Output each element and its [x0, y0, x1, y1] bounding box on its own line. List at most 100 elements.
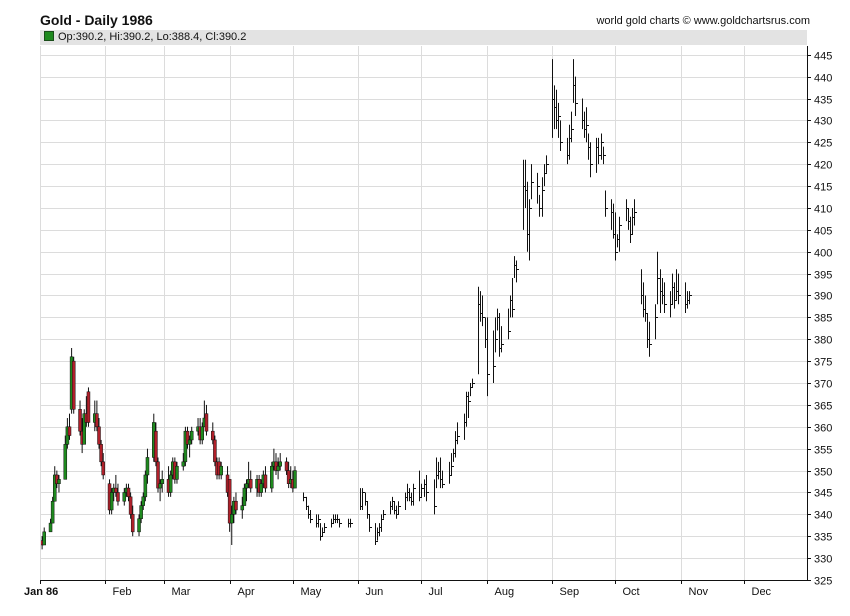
- candle-body: [181, 461, 186, 467]
- price-bar: [678, 273, 681, 305]
- candle-body: [175, 465, 179, 480]
- candle-body: [284, 461, 289, 471]
- candle: [130, 505, 135, 537]
- candle-body: [128, 496, 133, 515]
- candle-body: [211, 430, 215, 441]
- price-bar: [508, 308, 511, 340]
- candle: [200, 422, 204, 445]
- candle: [175, 461, 179, 484]
- price-bar: [419, 470, 422, 502]
- y-tick-label: 375: [814, 357, 832, 369]
- source-credit: world gold charts © www.goldchartsrus.co…: [596, 15, 810, 27]
- price-bar: [442, 470, 445, 489]
- candle-body: [137, 518, 141, 533]
- candle: [276, 457, 280, 480]
- candle-body: [204, 413, 209, 432]
- candle: [286, 461, 291, 489]
- y-tick-label: 425: [814, 138, 832, 150]
- price-bar: [482, 295, 485, 327]
- candle: [230, 505, 234, 545]
- candle: [181, 453, 186, 471]
- x-tick-label: May: [301, 586, 322, 598]
- candle: [185, 426, 190, 449]
- candle: [263, 466, 268, 493]
- candle-body: [263, 474, 268, 489]
- candle-body: [82, 413, 86, 445]
- candle-body: [227, 479, 232, 524]
- candle: [143, 470, 148, 502]
- candle-body: [71, 360, 76, 410]
- price-bar: [529, 199, 532, 261]
- candle-body: [99, 444, 103, 463]
- candle-body: [244, 483, 249, 489]
- candle-body: [286, 470, 291, 484]
- candle: [139, 501, 143, 524]
- price-bar: [434, 479, 437, 515]
- candle: [126, 483, 131, 502]
- candle-body: [116, 492, 120, 502]
- y-tick-label: 380: [814, 335, 832, 347]
- candle-body: [293, 470, 297, 489]
- price-bar: [598, 137, 601, 165]
- price-bar: [546, 155, 549, 173]
- price-bar: [383, 509, 386, 519]
- candle-body: [156, 461, 160, 489]
- y-tick-label: 385: [814, 313, 832, 325]
- price-bar: [303, 492, 306, 502]
- candle: [204, 404, 209, 436]
- price-bar: [586, 107, 589, 143]
- candle-body: [240, 505, 245, 511]
- price-bar: [571, 111, 574, 143]
- candle: [99, 439, 103, 467]
- candle-body: [86, 391, 91, 423]
- y-tick-label: 390: [814, 291, 832, 303]
- candle: [71, 356, 76, 414]
- y-tick-label: 420: [814, 160, 832, 172]
- candle: [86, 387, 91, 427]
- candle: [42, 527, 46, 546]
- candle: [278, 453, 282, 471]
- y-tick-label: 360: [814, 423, 832, 435]
- price-bar: [468, 391, 471, 419]
- price-bar: [457, 422, 460, 445]
- candle: [293, 466, 297, 489]
- y-tick-label: 435: [814, 95, 832, 107]
- candle-body: [154, 430, 158, 463]
- price-bar: [470, 383, 473, 397]
- candle: [284, 457, 289, 475]
- y-tick-label: 430: [814, 116, 832, 128]
- price-bar: [322, 527, 325, 537]
- candle: [240, 496, 245, 519]
- price-bar: [601, 133, 604, 160]
- price-bar: [493, 330, 496, 384]
- candle-body: [168, 474, 173, 493]
- y-tick-label: 365: [814, 401, 832, 413]
- candle-body: [158, 483, 162, 489]
- candle: [259, 479, 263, 497]
- candle: [187, 435, 192, 458]
- candle-body: [95, 413, 99, 428]
- x-tick-label: Apr: [238, 586, 255, 598]
- price-bar: [605, 190, 608, 217]
- candle: [141, 492, 145, 510]
- x-tick-label: Nov: [689, 586, 709, 598]
- price-bar: [451, 453, 454, 475]
- candle: [82, 409, 86, 445]
- price-bar: [310, 509, 313, 524]
- price-bar: [634, 199, 637, 226]
- price-bar: [381, 514, 384, 532]
- x-tick-label: Jan 86: [24, 586, 58, 598]
- price-bar: [375, 523, 378, 545]
- candle-body: [141, 496, 145, 506]
- candle-body: [114, 487, 118, 493]
- x-tick-label: Jul: [429, 586, 443, 598]
- price-bar: [369, 514, 372, 532]
- y-tick-label: 370: [814, 379, 832, 391]
- y-tick-label: 340: [814, 510, 832, 522]
- y-tick-label: 355: [814, 445, 832, 457]
- candle: [270, 461, 274, 493]
- candle: [53, 466, 57, 502]
- candle-body: [234, 500, 238, 511]
- price-bar: [655, 304, 658, 340]
